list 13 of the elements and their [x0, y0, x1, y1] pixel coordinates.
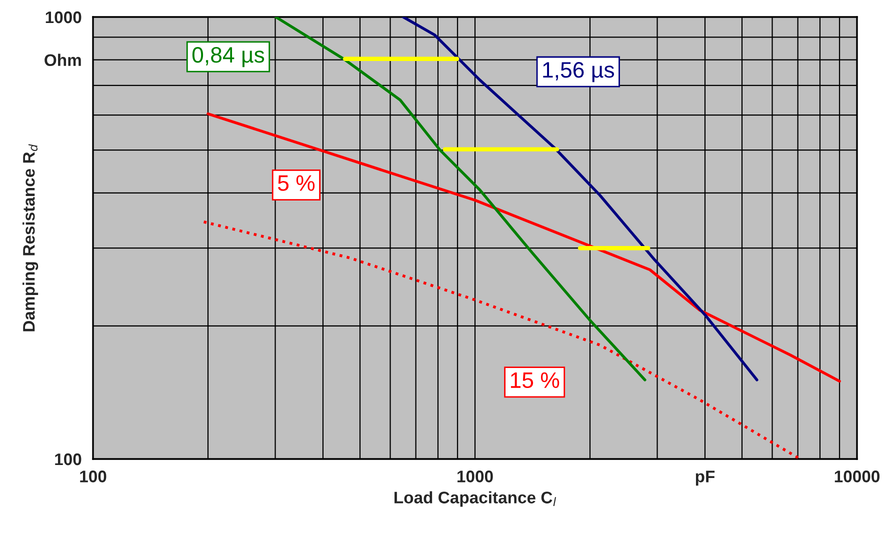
series-label: 15 % [510, 372, 560, 388]
x-axis-title: Load Capacitance C$_{l}$ [394, 491, 556, 507]
x-tick-label: pF [696, 470, 715, 486]
x-tick-label: 1000 [458, 470, 493, 482]
y-tick-label: 1000 [46, 11, 82, 24]
y-tick-label: 100 [55, 453, 82, 466]
x-tick-label: 10000 [834, 470, 880, 482]
series-label: 5 % [278, 175, 315, 191]
y-tick-label: Ohm [44, 54, 81, 66]
x-tick-label: 100 [80, 470, 106, 482]
series-label: 1,56 µs [543, 62, 614, 82]
series-label: 0,84 µs [192, 47, 264, 68]
y-axis-title: Damping Resistance R$_{d}$ [22, 144, 38, 332]
